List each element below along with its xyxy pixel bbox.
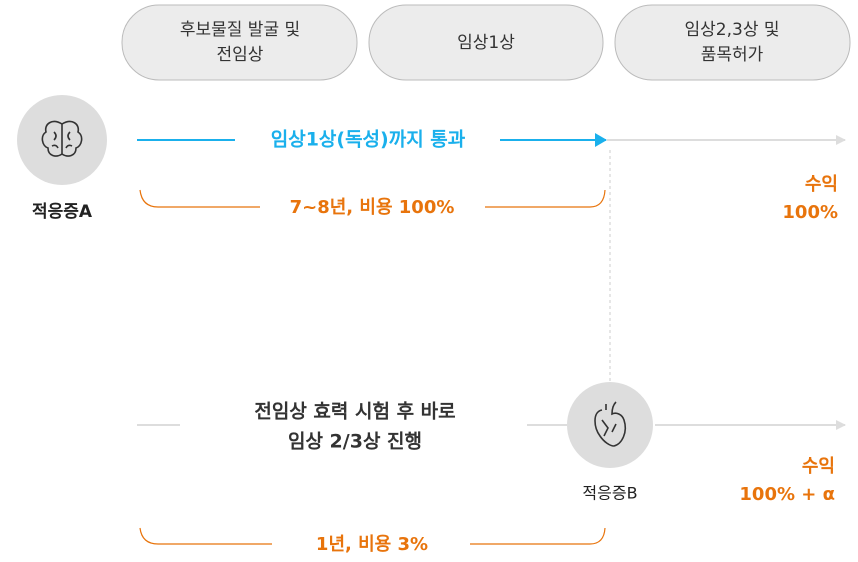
stage-pill [614, 4, 851, 81]
stage-pill [368, 4, 604, 81]
revenue-label: 수익 [805, 174, 838, 195]
stage-pill [121, 4, 358, 81]
stage-pills: 후보물질 발굴 및 전임상 임상1상 임상2,3상 및 품목허가 [121, 4, 851, 81]
stage-text: 임상2,3상 및 [685, 20, 780, 40]
indication-label: 적응증B [582, 484, 637, 503]
stage-text: 전임상 [217, 45, 264, 65]
description: 전임상 효력 시험 후 바로 [254, 401, 455, 423]
revenue-label: 수익 [802, 456, 835, 477]
duration-label: 1년, 비용 3% [316, 534, 428, 555]
indication-label: 적응증A [32, 202, 93, 222]
brain-icon [41, 120, 83, 157]
description: 임상 2/3상 진행 [288, 431, 422, 453]
revenue-label: 100% [782, 202, 838, 223]
duration-label: 7~8년, 비용 100% [290, 197, 455, 218]
heart-icon [594, 401, 627, 447]
brace [139, 189, 606, 208]
stage-text: 품목허가 [701, 45, 764, 65]
brace [139, 527, 606, 545]
arrow-label: 임상1상(독성)까지 통과 [271, 129, 466, 151]
stage-text: 후보물질 발굴 및 [180, 20, 300, 40]
revenue-label: 100% + α [739, 484, 835, 505]
icon-circle [567, 382, 653, 468]
stage-text: 임상1상 [457, 33, 515, 53]
